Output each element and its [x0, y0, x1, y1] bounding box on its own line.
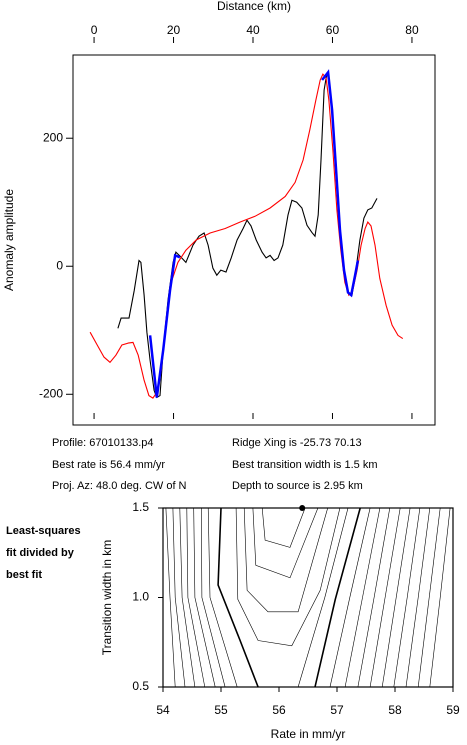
annotation: Best rate is 56.4 mm/yr: [52, 459, 165, 471]
contour-line: [329, 507, 371, 688]
annotation: Ridge Xing is -25.73 70.13: [232, 437, 362, 449]
y-tick-label: 1.0: [132, 590, 149, 604]
side-note: fit divided by: [6, 547, 75, 559]
x-axis-label: Distance (km): [217, 0, 291, 13]
side-note: Least-squares: [6, 525, 81, 537]
contour-line: [235, 507, 341, 647]
y-axis-label: Transition width in km: [100, 540, 114, 656]
side-note: best fit: [6, 569, 42, 581]
contour-line: [172, 507, 186, 688]
x-tick-label: 55: [214, 703, 228, 717]
annotation: Profile: 67010133.p4: [52, 437, 154, 449]
contour-line: [193, 507, 216, 688]
x-tick-label: 40: [246, 23, 260, 37]
contour-line: [252, 507, 319, 579]
x-tick-label: 59: [446, 703, 460, 717]
annotation: Depth to source is 2.95 km: [232, 480, 363, 492]
contour-line: [314, 507, 361, 688]
annotation: Proj. Az: 48.0 deg. CW of N: [52, 480, 187, 492]
contour-line: [261, 507, 306, 548]
y-axis-label: Anomaly amplitude: [2, 189, 16, 291]
contour-line: [405, 507, 431, 688]
data-line: [148, 69, 360, 398]
y-tick-label: 200: [43, 130, 63, 144]
contour-line: [165, 507, 176, 688]
data-line: [117, 72, 378, 399]
x-axis-label: Rate in mm/yr: [271, 727, 346, 741]
contour-line: [369, 507, 401, 688]
annotation: Best transition width is 1.5 km: [232, 459, 378, 471]
y-tick-label: 0.5: [132, 679, 149, 693]
contour-line: [186, 507, 206, 688]
y-tick-label: 0: [56, 258, 63, 272]
plot-frame: [72, 54, 436, 426]
contour-line: [217, 507, 259, 688]
y-tick-label: -200: [39, 386, 63, 400]
x-tick-label: 60: [326, 23, 340, 37]
contour-line: [381, 507, 411, 688]
contour-line: [417, 507, 441, 688]
contour-line: [393, 507, 421, 688]
x-tick-label: 20: [167, 23, 181, 37]
x-tick-label: 57: [330, 703, 344, 717]
contour-line: [179, 507, 196, 688]
contour-line: [201, 507, 226, 688]
best-fit-point: [299, 505, 306, 511]
x-tick-label: 56: [272, 703, 286, 717]
x-tick-label: 80: [405, 23, 419, 37]
contour-line: [344, 507, 381, 688]
x-tick-label: 54: [156, 703, 170, 717]
contour-line: [207, 507, 238, 688]
contour-line: [243, 507, 328, 613]
x-tick-label: 58: [388, 703, 402, 717]
contour-line: [297, 507, 349, 688]
x-tick-label: 0: [91, 23, 98, 37]
contour-line: [357, 507, 391, 688]
y-tick-label: 1.5: [132, 500, 149, 514]
contour-line: [429, 507, 451, 688]
data-line: [89, 73, 404, 399]
